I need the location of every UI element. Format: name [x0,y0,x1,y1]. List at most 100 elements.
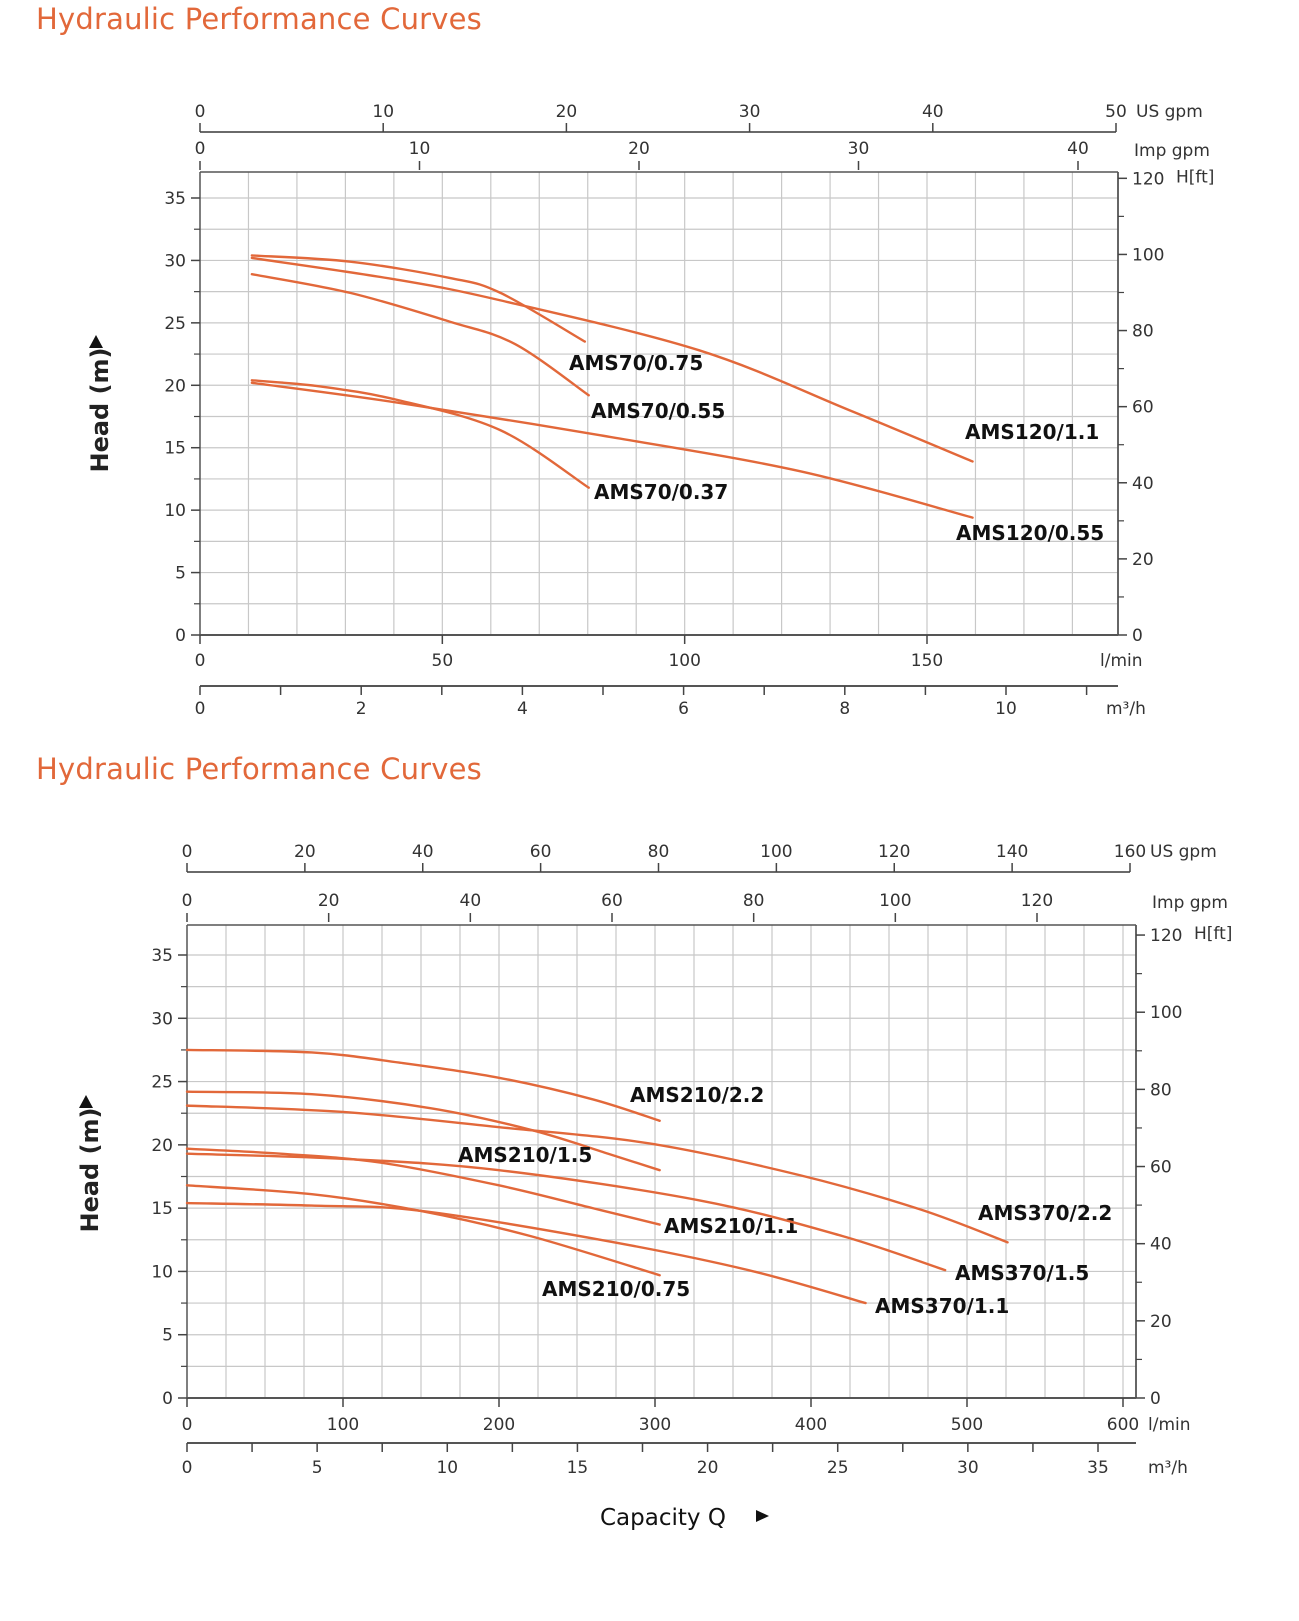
curve-ams370-1-5 [185,1152,947,1272]
m3h-tick-label: 30 [957,1458,979,1478]
y-axis-title: Head (m) [76,1107,104,1232]
m3h-tick-label: 4 [517,699,528,719]
imp-gpm-tick-label: 20 [628,139,650,159]
x-tick-label: 200 [483,1415,515,1435]
imp-gpm-unit-label: Imp gpm [1152,893,1228,913]
m3h-tick-label: 8 [839,699,850,719]
x-tick-label: 0 [182,1415,193,1435]
y-tick-label: 20 [164,376,186,396]
curve-label: AMS70/0.55 [591,399,725,423]
curve-ams70-0-75 [250,254,587,343]
x-tick-label: 300 [639,1415,671,1435]
curve-ams210-0-75 [185,1184,661,1277]
us-gpm-tick-label: 0 [195,102,206,122]
m3h-tick-label: 6 [678,699,689,719]
imp-gpm-tick-label: 30 [848,139,870,159]
ft-unit-label: H[ft] [1194,924,1232,944]
curve-label: AMS210/0.75 [542,1277,690,1301]
m3h-tick-label: 2 [356,699,367,719]
y-tick-label: 10 [164,501,186,521]
us-gpm-tick-label: 0 [182,842,193,862]
y-tick-label: 15 [151,1199,173,1219]
curve-ams70-0-37 [250,379,590,489]
curve-label: AMS370/1.1 [875,1294,1009,1318]
ft-unit-label: H[ft] [1176,167,1214,187]
ft-tick-label: 100 [1150,1003,1182,1023]
curve-ams70-0-55 [250,272,590,397]
curves: AMS70/0.75 AMS70/0.55 AMS120/1.1 AMS70/0.37… [250,254,1104,545]
y-tick-label: 0 [162,1389,173,1409]
y-axis-title: Head (m) [86,347,114,472]
chart-2-title: Hydraulic Performance Curves [36,752,482,786]
m3h-tick-label: 0 [195,699,206,719]
us-gpm-tick-label: 50 [1105,102,1127,122]
ft-tick-label: 40 [1132,474,1154,494]
imp-gpm-tick-label: 40 [460,891,482,911]
ft-tick-label: 60 [1132,398,1154,418]
y-tick-label: 35 [164,189,186,209]
curves: AMS210/2.2AMS210/1.5AMS370/2.2AMS210/1.1… [185,1048,1112,1318]
x-unit-label: l/min [1100,651,1143,671]
ft-tick-label: 60 [1150,1158,1172,1178]
ft-tick-label: 80 [1150,1080,1172,1100]
right-arrow-icon [756,1510,769,1522]
m3h-tick-label: 35 [1087,1458,1109,1478]
m3h-tick-label: 10 [995,699,1017,719]
curve-label: AMS70/0.37 [594,480,728,504]
x-tick-label: 100 [327,1415,359,1435]
us-gpm-tick-label: 40 [922,102,944,122]
imp-gpm-tick-label: 10 [409,139,431,159]
imp-gpm-tick-label: 80 [743,891,765,911]
imp-gpm-tick-label: 100 [879,891,911,911]
imp-gpm-tick-label: 120 [1021,891,1053,911]
ft-tick-label: 80 [1132,322,1154,342]
y-tick-label: 5 [162,1326,173,1346]
us-gpm-tick-label: 40 [412,842,434,862]
x-tick-label: 600 [1107,1415,1139,1435]
curve-ams120-1-1 [250,256,974,463]
x-unit-label: l/min [1148,1415,1191,1435]
imp-gpm-tick-label: 20 [318,891,340,911]
curve-label: AMS120/1.1 [965,420,1099,444]
us-gpm-tick-label: 20 [294,842,316,862]
us-gpm-tick-label: 60 [530,842,552,862]
us-gpm-tick-label: 80 [648,842,670,862]
ft-tick-label: 20 [1132,550,1154,570]
m3h-tick-label: 0 [182,1458,193,1478]
y-tick-label: 35 [151,946,173,966]
y-tick-label: 10 [151,1262,173,1282]
x-tick-label: 150 [911,651,943,671]
us-gpm-tick-label: 10 [372,102,394,122]
us-gpm-tick-label: 30 [739,102,761,122]
curve-label: AMS70/0.75 [569,351,703,375]
y-tick-label: 30 [164,251,186,271]
imp-gpm-tick-label: 0 [182,891,193,911]
up-arrow-icon [79,1095,93,1108]
m3h-unit-label: m³/h [1106,699,1146,719]
chart-1-title: Hydraulic Performance Curves [36,2,482,36]
curve-ams120-0-55 [250,381,974,519]
ft-tick-label: 40 [1150,1235,1172,1255]
m3h-unit-label: m³/h [1148,1458,1188,1478]
curve-label: AMS210/2.2 [630,1083,764,1107]
imp-gpm-tick-label: 40 [1067,139,1089,159]
us-gpm-tick-label: 140 [996,842,1028,862]
ft-tick-label: 120 [1132,169,1164,189]
x-axis-caption: Capacity Q [600,1505,726,1531]
curve-ams210-1-1 [185,1147,661,1226]
m3h-tick-label: 5 [312,1458,323,1478]
y-tick-label: 0 [175,626,186,646]
imp-gpm-tick-label: 60 [601,891,623,911]
us-gpm-unit-label: US gpm [1150,842,1217,862]
x-tick-label: 0 [195,651,206,671]
us-gpm-tick-label: 160 [1114,842,1146,862]
us-gpm-tick-label: 120 [878,842,910,862]
y-tick-label: 25 [151,1073,173,1093]
x-tick-label: 100 [668,651,700,671]
imp-gpm-unit-label: Imp gpm [1134,141,1210,161]
us-gpm-unit-label: US gpm [1136,102,1203,122]
m3h-tick-label: 10 [436,1458,458,1478]
